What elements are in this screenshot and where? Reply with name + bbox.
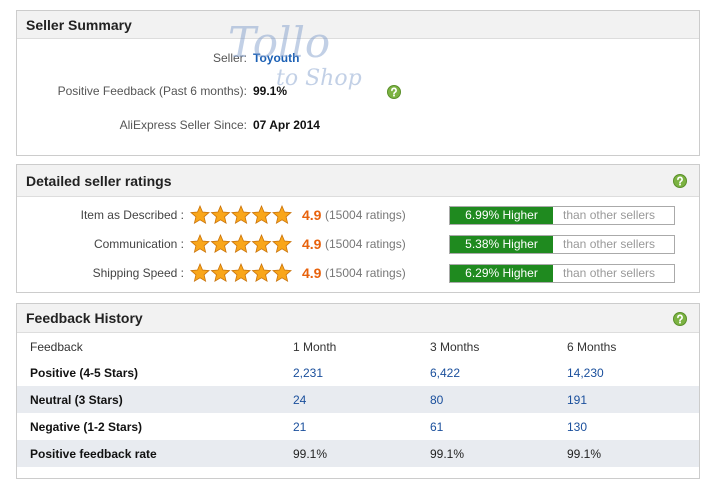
rating-label: Shipping Speed : xyxy=(92,266,184,280)
star xyxy=(190,205,210,225)
star xyxy=(272,263,292,283)
star xyxy=(251,234,272,254)
feedback-history: Feedback History Feedback 1 Month 3 Months… xyxy=(16,303,700,479)
comparison-note: than other sellers xyxy=(563,266,656,280)
header-cell: Feedback xyxy=(30,340,83,354)
comparison-value: 6.29% Higher xyxy=(450,265,553,282)
star xyxy=(190,234,210,254)
summary-value: 99.1% xyxy=(253,84,288,98)
table-row: Positive (4-5 Stars) 2,231 6,422 14,230 xyxy=(17,359,699,386)
star xyxy=(251,263,272,283)
summary-label: Seller: xyxy=(212,51,247,65)
table-cell: 130 xyxy=(567,420,588,434)
row-label: Negative (1-2 Stars) xyxy=(30,420,143,434)
header-cell: 3 Months xyxy=(430,340,480,354)
star xyxy=(272,234,292,254)
star xyxy=(272,205,292,225)
star xyxy=(231,234,251,254)
table-header: Feedback 1 Month 3 Months 6 Months xyxy=(17,333,699,360)
table-cell: 99.1% xyxy=(293,447,328,461)
table-cell: 21 xyxy=(293,420,307,434)
watermark: Tollo xyxy=(228,18,331,67)
table-cell: 191 xyxy=(567,393,588,407)
table-cell: 99.1% xyxy=(567,447,602,461)
panel-title: Seller Summary xyxy=(17,11,699,39)
table-cell: 24 xyxy=(293,393,307,407)
rating-score: 4.9 xyxy=(302,265,322,281)
rating-score: 4.9 xyxy=(302,236,322,252)
row-label: Neutral (3 Stars) xyxy=(30,393,123,407)
help-icon[interactable] xyxy=(673,174,687,188)
star xyxy=(231,263,251,283)
star xyxy=(231,205,251,225)
star xyxy=(210,263,231,283)
comparison-note: than other sellers xyxy=(563,208,656,222)
header-cell: 1 Month xyxy=(293,340,337,354)
stars xyxy=(190,234,292,254)
star xyxy=(210,205,231,225)
summary-value: 07 Apr 2014 xyxy=(253,118,320,132)
rating-label: Communication : xyxy=(93,237,184,251)
star xyxy=(190,263,210,283)
panel-title: Detailed seller ratings xyxy=(17,165,699,197)
comparison-bar: 5.38% Higher than other sellers xyxy=(449,235,675,254)
summary-label: Positive Feedback (Past 6 months): xyxy=(57,84,247,98)
star xyxy=(210,234,231,254)
summary-value: Toyouth xyxy=(253,51,300,65)
summary-label: AliExpress Seller Since: xyxy=(119,118,247,132)
rating-score: 4.9 xyxy=(302,207,322,223)
row-label: Positive (4-5 Stars) xyxy=(30,366,139,380)
row-label: Positive feedback rate xyxy=(30,447,157,461)
table-row: Positive feedback rate 99.1% 99.1% 99.1% xyxy=(17,440,699,467)
table-cell: 2,231 xyxy=(293,366,324,380)
comparison-note: than other sellers xyxy=(563,237,656,251)
rating-label: Item as Described : xyxy=(80,208,184,222)
help-icon[interactable] xyxy=(387,85,401,99)
rating-count: (15004 ratings) xyxy=(325,237,406,251)
watermark: to Shop xyxy=(276,66,362,91)
detailed-ratings: Detailed seller ratings Item as Describe… xyxy=(16,164,700,293)
comparison-value: 6.99% Higher xyxy=(450,207,553,224)
rating-count: (15004 ratings) xyxy=(325,266,406,280)
stars xyxy=(190,263,292,283)
comparison-bar: 6.99% Higher than other sellers xyxy=(449,206,675,225)
table-cell: 99.1% xyxy=(430,447,465,461)
panel-title: Feedback History xyxy=(17,304,699,333)
comparison-value: 5.38% Higher xyxy=(450,236,553,253)
seller-summary: Seller Summary Seller: Toyouth Positive Fe… xyxy=(16,10,700,156)
table-row: Neutral (3 Stars) 24 80 191 xyxy=(17,386,699,413)
stars xyxy=(190,205,292,225)
header-cell: 6 Months xyxy=(567,340,617,354)
table-cell: 14,230 xyxy=(567,366,604,380)
table-cell: 6,422 xyxy=(430,366,461,380)
star xyxy=(251,205,272,225)
table-cell: 80 xyxy=(430,393,444,407)
comparison-bar: 6.29% Higher than other sellers xyxy=(449,264,675,283)
rating-count: (15004 ratings) xyxy=(325,208,406,222)
table-cell: 61 xyxy=(430,420,444,434)
table-row: Negative (1-2 Stars) 21 61 130 xyxy=(17,413,699,440)
help-icon[interactable] xyxy=(673,312,687,326)
